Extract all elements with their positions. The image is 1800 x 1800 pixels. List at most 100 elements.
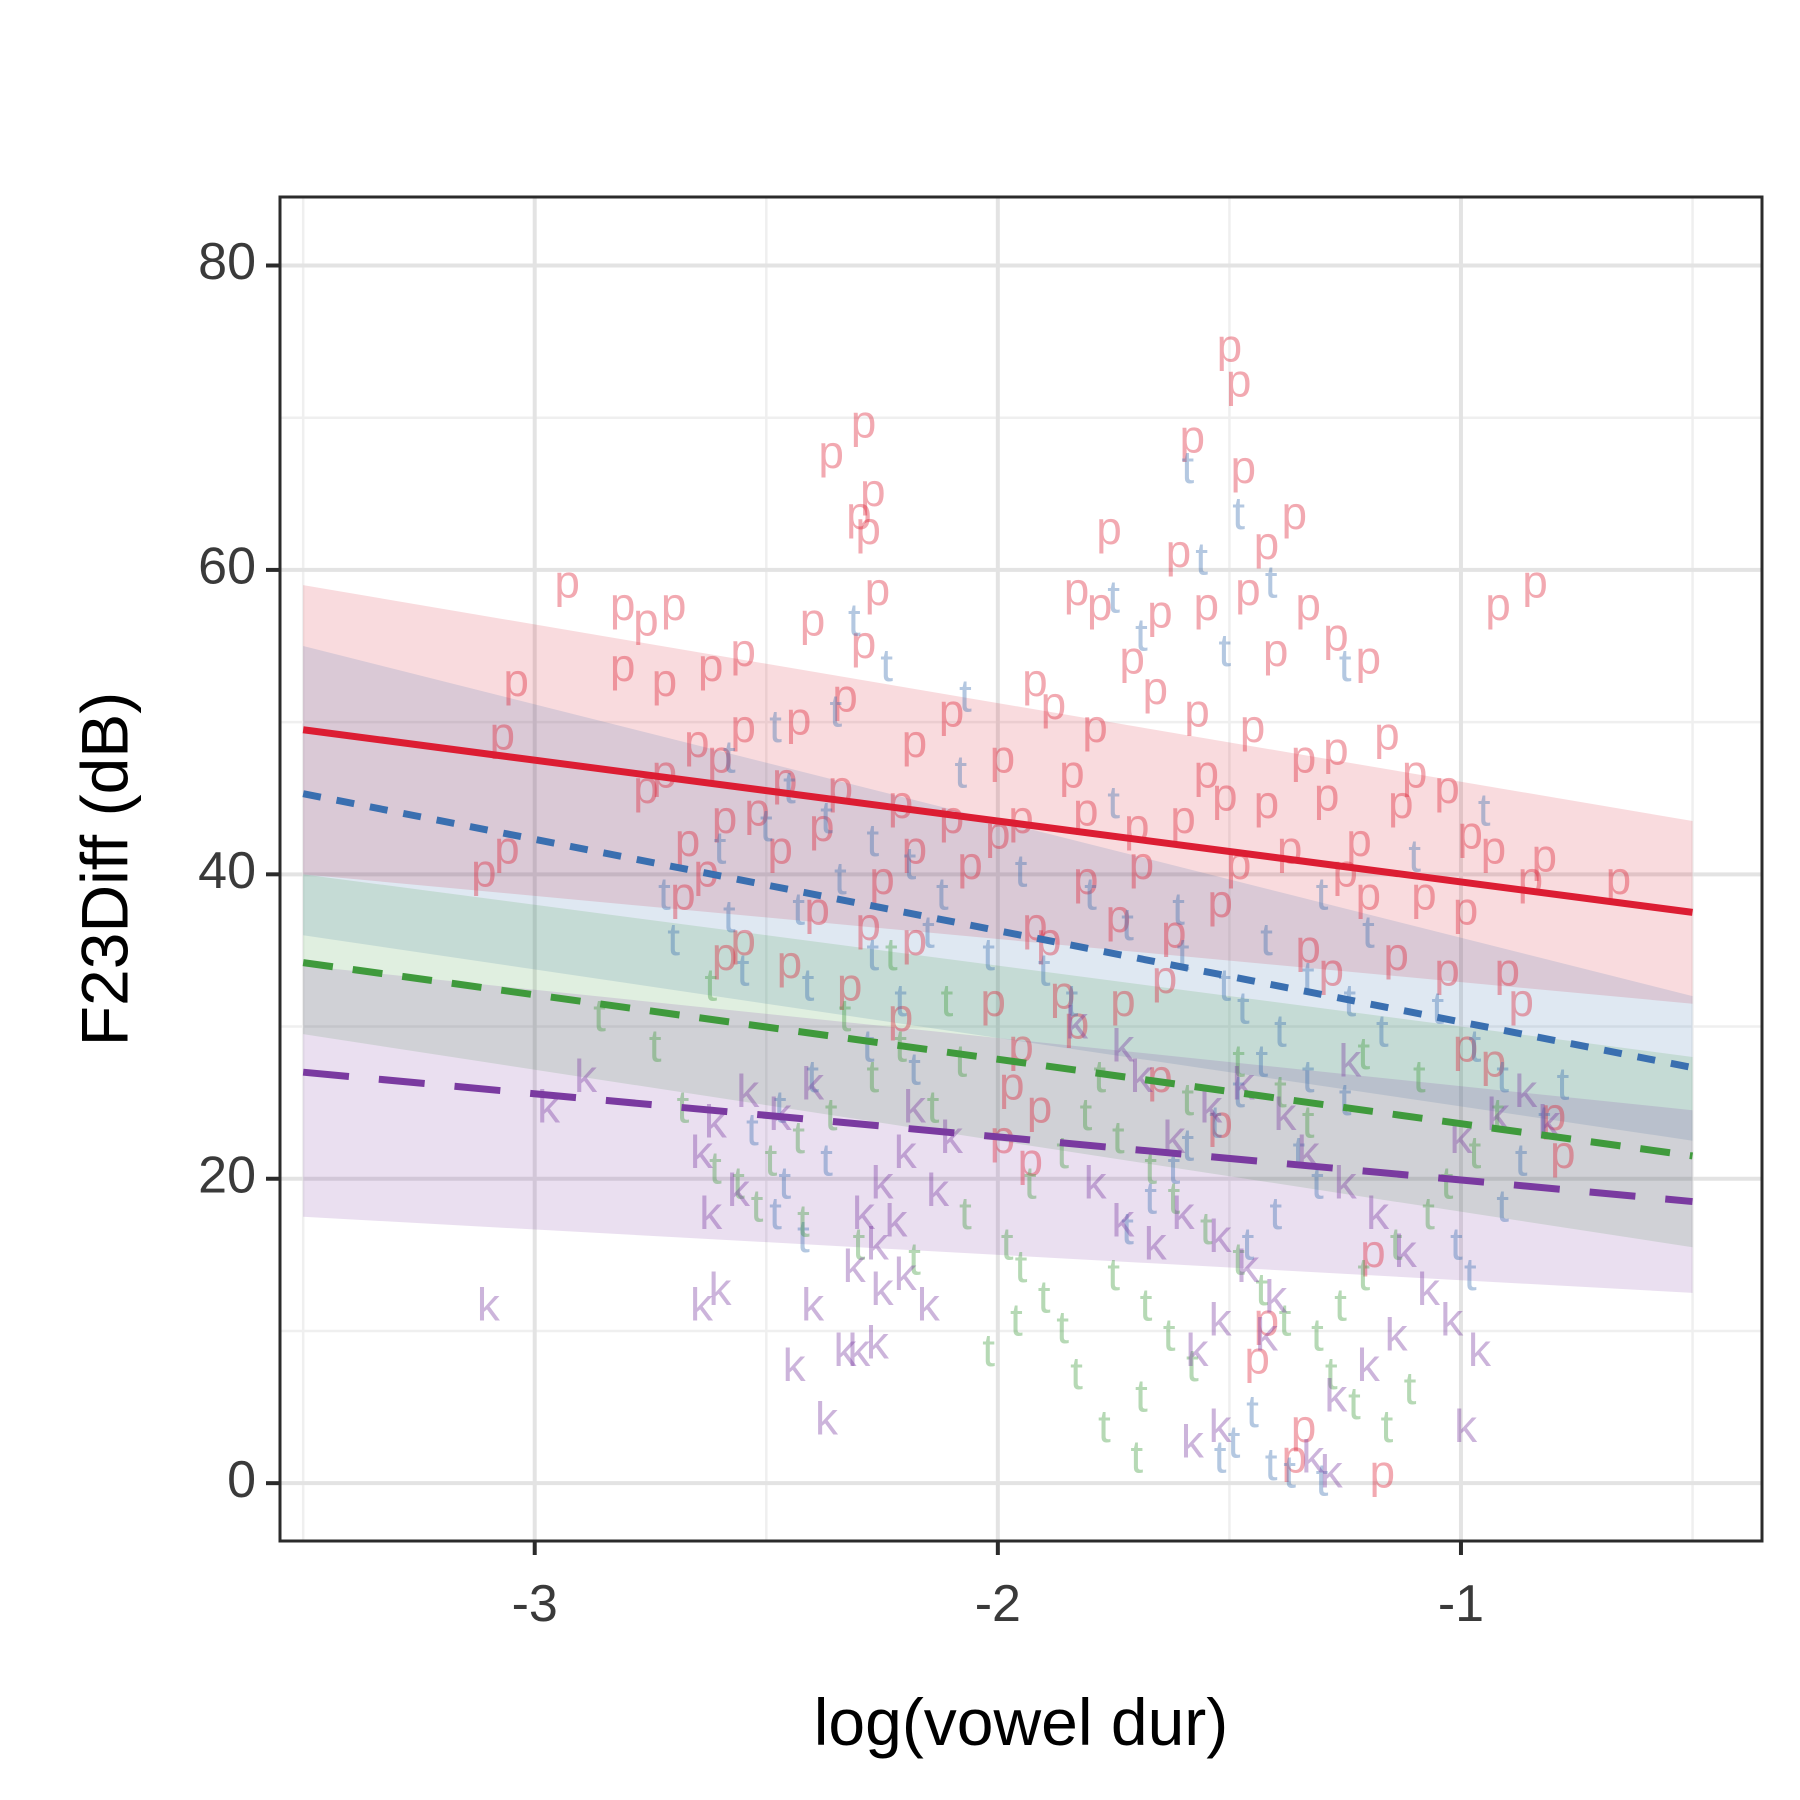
data-point-t: t	[1038, 943, 1051, 995]
data-point-p: p	[1295, 578, 1321, 630]
data-point-t: t	[723, 890, 736, 942]
data-point-t: t	[1024, 1157, 1037, 1209]
data-point-t: t	[825, 1088, 838, 1140]
data-point-t: t	[1228, 1415, 1241, 1467]
data-point-t: t	[1098, 1400, 1111, 1452]
data-point-p: p	[1369, 1446, 1395, 1498]
data-point-p: p	[888, 776, 914, 828]
fit-lines	[302, 726, 1694, 1206]
data-point-k: k	[815, 1392, 839, 1444]
data-point-p: p	[1434, 761, 1460, 813]
data-point-t: t	[1140, 1278, 1153, 1330]
data-point-p: p	[1073, 852, 1099, 904]
data-point-t: t	[1515, 1134, 1528, 1186]
data-point-k: k	[690, 1126, 714, 1178]
data-point-p: p	[1087, 578, 1113, 630]
data-point-p: p	[1184, 685, 1210, 737]
data-point-p: p	[670, 867, 696, 919]
data-point-p: p	[1291, 1400, 1317, 1452]
grid-lines	[280, 197, 1762, 1541]
data-point-t: t	[1279, 1293, 1292, 1345]
data-point-p: p	[1402, 746, 1428, 798]
data-point-t: t	[1334, 1278, 1347, 1330]
data-point-t: t	[737, 943, 750, 995]
data-point-t: t	[1209, 1096, 1222, 1148]
data-point-k: k	[1449, 1111, 1473, 1163]
data-point-t: t	[1260, 913, 1273, 965]
data-point-k: k	[852, 1187, 876, 1239]
ci-band-t	[303, 646, 1693, 1141]
data-point-t: t	[982, 928, 995, 980]
data-point-p: p	[1318, 943, 1344, 995]
data-point-k: k	[699, 1187, 723, 1239]
data-point-p: p	[712, 928, 738, 980]
ci-band-p	[303, 585, 1693, 1004]
data-point-t: t	[746, 1103, 759, 1155]
data-point-t: t	[1255, 1263, 1268, 1315]
data-point-t: t	[1135, 1370, 1148, 1422]
data-point-p: p	[1481, 1035, 1507, 1087]
data-point-t: t	[1232, 487, 1245, 539]
data-point-k: k	[1301, 1430, 1325, 1482]
ci-band-k	[303, 965, 1693, 1293]
data-point-k: k	[1297, 1126, 1321, 1178]
data-point-t: t	[723, 730, 736, 782]
data-point-t: t	[667, 913, 680, 965]
fit-line-k-longdash	[302, 1068, 1693, 1206]
data-point-p: p	[1073, 784, 1099, 836]
fit-line-t-dashed	[302, 959, 1694, 1160]
data-point-k: k	[871, 1157, 895, 1209]
data-point-k: k	[1172, 1187, 1196, 1239]
data-point-t: t	[1496, 1050, 1509, 1102]
data-point-t: t	[1468, 1020, 1481, 1072]
data-point-t: t	[1316, 1453, 1329, 1505]
data-point-t: t	[797, 1195, 810, 1247]
data-point-k: k	[1209, 1210, 1233, 1262]
data-point-p: p	[990, 730, 1016, 782]
data-point-p: p	[902, 822, 928, 874]
y-tick-label: 80	[198, 233, 256, 291]
data-point-p: p	[957, 837, 983, 889]
data-point-p: p	[1096, 502, 1122, 554]
data-point-p: p	[1522, 555, 1548, 607]
data-point-t: t	[1265, 555, 1278, 607]
data-point-p: p	[1193, 746, 1219, 798]
data-point-p: p	[1434, 943, 1460, 995]
data-point-t: t	[1135, 609, 1148, 661]
data-point-t: t	[1408, 829, 1421, 881]
data-point-k: k	[1130, 1050, 1154, 1102]
data-point-p: p	[1193, 578, 1219, 630]
data-point-t: t	[792, 1111, 805, 1163]
data-point-t: t	[1015, 1240, 1028, 1292]
data-point-p: p	[1212, 768, 1238, 820]
data-point-p: p	[1022, 654, 1048, 706]
data-point-p: p	[1323, 723, 1349, 775]
data-point-t: t	[797, 1210, 810, 1262]
data-point-t: t	[1390, 1217, 1403, 1269]
data-point-k: k	[1209, 1400, 1233, 1452]
data-point-p: p	[1485, 578, 1511, 630]
data-point-t: t	[1357, 1027, 1370, 1079]
data-point-t: t	[880, 639, 893, 691]
data-point-p: p	[1161, 905, 1187, 957]
data-point-p: p	[1207, 875, 1233, 927]
data-point-t: t	[1038, 1271, 1051, 1323]
data-point-t: t	[1070, 1347, 1083, 1399]
data-point-t: t	[1130, 1430, 1143, 1482]
data-point-p: p	[1147, 586, 1173, 638]
x-axis-title: log(vowel dur)	[814, 1685, 1229, 1759]
data-point-t: t	[866, 1050, 879, 1102]
data-point-t: t	[1255, 1035, 1268, 1087]
data-point-t: t	[1107, 776, 1120, 828]
data-point-t: t	[829, 685, 842, 737]
data-point-t: t	[1468, 1126, 1481, 1178]
data-point-t: t	[1265, 1438, 1278, 1490]
y-tick-label: 60	[198, 538, 256, 596]
data-point-p: p	[1494, 943, 1520, 995]
data-point-p: p	[1240, 700, 1266, 752]
data-point-p: p	[1064, 563, 1090, 615]
plot-panel-border	[278, 195, 1764, 1543]
data-point-t: t	[783, 761, 796, 813]
data-point-t: t	[866, 814, 879, 866]
